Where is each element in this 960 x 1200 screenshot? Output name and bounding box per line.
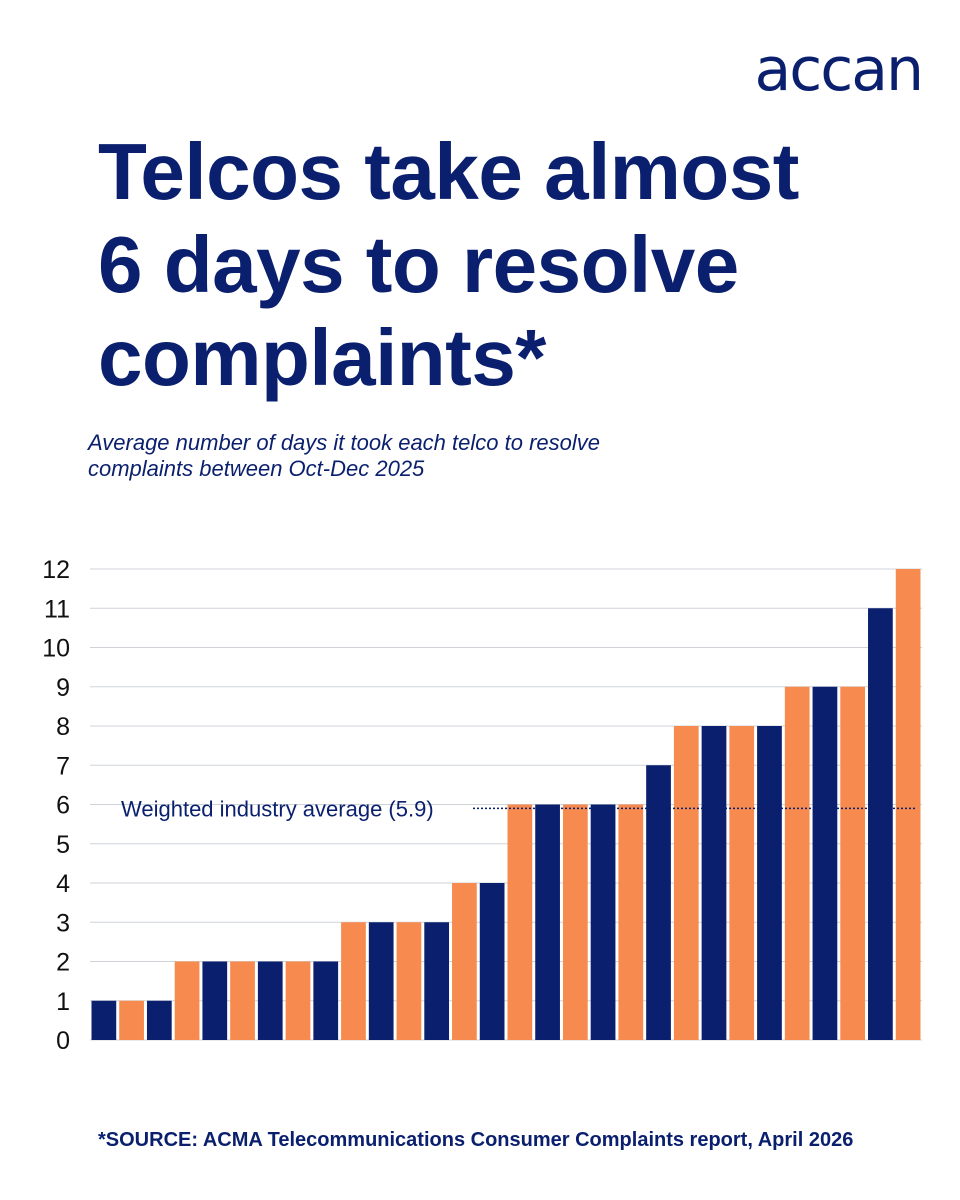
bar (452, 883, 477, 1040)
bar (257, 961, 283, 1040)
y-tick-label: 2 (56, 949, 70, 977)
bar (562, 804, 588, 1040)
y-tick-label: 5 (56, 831, 70, 859)
bar (368, 922, 394, 1040)
y-tick-label: 12 (42, 556, 70, 584)
bar (91, 1000, 117, 1040)
y-tick-label: 4 (56, 870, 70, 898)
bar (396, 922, 422, 1040)
bar (646, 765, 671, 1040)
bar (812, 686, 838, 1040)
bar (424, 922, 450, 1040)
bar (341, 922, 366, 1040)
y-tick-label: 0 (56, 1027, 70, 1055)
accan-logo: accan (754, 35, 924, 105)
bar (479, 883, 505, 1040)
bar (230, 961, 255, 1040)
source-note: *SOURCE: ACMA Telecommunications Consume… (98, 1129, 854, 1151)
y-tick-label: 7 (56, 752, 70, 780)
y-tick-label: 3 (56, 909, 70, 937)
bar (868, 608, 893, 1040)
bar (146, 1000, 172, 1040)
bar (729, 726, 755, 1040)
chart-subtitle: Average number of days it took each telc… (88, 430, 600, 481)
y-tick-label: 8 (56, 713, 70, 741)
bar (202, 961, 228, 1040)
y-tick-label: 6 (56, 792, 70, 820)
bars (91, 569, 921, 1040)
bar (535, 804, 560, 1040)
page-title: Telcos take almost 6 days to resolve com… (98, 127, 799, 402)
bar (757, 726, 782, 1040)
bar (507, 804, 533, 1040)
bar (119, 1000, 144, 1040)
y-tick-label: 11 (44, 595, 70, 623)
average-label: Weighted industry average (5.9) (121, 796, 434, 821)
bar (174, 961, 200, 1040)
y-tick-label: 9 (56, 674, 70, 702)
gridlines (90, 568, 922, 1041)
average-reference: Weighted industry average (5.9) (121, 796, 916, 821)
bar (840, 686, 866, 1040)
bar (313, 961, 339, 1040)
bar (590, 804, 616, 1040)
bar (895, 569, 921, 1040)
bar (285, 961, 311, 1040)
y-tick-label: 10 (42, 635, 70, 663)
bar (701, 726, 727, 1040)
bar (784, 686, 810, 1040)
y-tick-label: 1 (56, 988, 70, 1016)
bar (618, 804, 644, 1040)
bar (673, 726, 699, 1040)
